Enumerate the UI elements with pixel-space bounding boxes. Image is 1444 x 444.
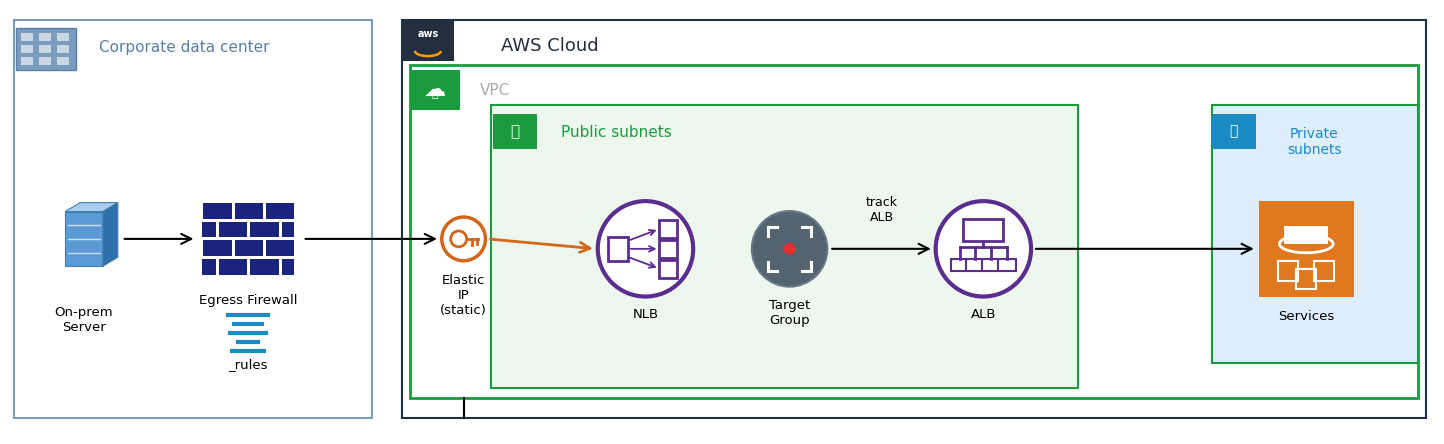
- Text: NLB: NLB: [632, 309, 658, 321]
- Bar: [1212, 114, 1256, 150]
- Bar: [1314, 261, 1334, 281]
- Bar: [660, 240, 677, 258]
- Bar: [250, 222, 279, 238]
- Bar: [16, 28, 77, 70]
- Bar: [218, 222, 247, 238]
- Bar: [202, 259, 215, 275]
- Bar: [401, 19, 453, 61]
- Bar: [282, 222, 295, 238]
- Text: 🔒: 🔒: [432, 89, 438, 99]
- Bar: [58, 57, 69, 65]
- Bar: [266, 202, 295, 218]
- Text: _rules: _rules: [228, 358, 267, 371]
- Bar: [963, 219, 1004, 241]
- Text: Private
subnets: Private subnets: [1287, 127, 1341, 157]
- Circle shape: [784, 243, 796, 255]
- Text: 🔒: 🔒: [511, 124, 520, 139]
- Bar: [39, 57, 51, 65]
- Bar: [410, 65, 1418, 398]
- Text: Target
Group: Target Group: [770, 298, 810, 326]
- Bar: [22, 57, 33, 65]
- Circle shape: [752, 211, 827, 286]
- Bar: [1212, 105, 1418, 363]
- Polygon shape: [65, 202, 118, 211]
- Bar: [950, 259, 969, 271]
- Bar: [401, 20, 1425, 418]
- Polygon shape: [103, 202, 118, 266]
- Text: 🔒: 🔒: [1230, 125, 1238, 139]
- Text: AWS Cloud: AWS Cloud: [501, 37, 599, 55]
- Bar: [966, 259, 985, 271]
- Bar: [234, 240, 263, 256]
- Bar: [998, 259, 1017, 271]
- Text: Egress Firewall: Egress Firewall: [199, 293, 297, 306]
- Bar: [22, 33, 33, 41]
- Bar: [14, 20, 373, 418]
- Text: ALB: ALB: [970, 309, 996, 321]
- Circle shape: [442, 217, 485, 261]
- Bar: [410, 70, 459, 110]
- Text: aws: aws: [417, 29, 439, 39]
- Bar: [266, 240, 295, 256]
- Text: Corporate data center: Corporate data center: [100, 40, 270, 55]
- Bar: [202, 240, 231, 256]
- Bar: [234, 202, 263, 218]
- Text: On-prem
Server: On-prem Server: [55, 306, 113, 334]
- Bar: [660, 220, 677, 238]
- Bar: [282, 259, 295, 275]
- Bar: [491, 105, 1077, 388]
- Bar: [1278, 261, 1298, 281]
- Text: Elastic
IP
(static): Elastic IP (static): [440, 274, 487, 317]
- Bar: [660, 260, 677, 278]
- Bar: [202, 202, 231, 218]
- Bar: [494, 114, 537, 150]
- Bar: [1259, 201, 1354, 297]
- Bar: [608, 237, 628, 261]
- Text: VPC: VPC: [479, 83, 510, 98]
- Bar: [22, 45, 33, 53]
- Bar: [58, 45, 69, 53]
- Text: Services: Services: [1278, 310, 1334, 323]
- Bar: [1297, 269, 1317, 289]
- Text: Public subnets: Public subnets: [562, 125, 671, 139]
- Text: track
ALB: track ALB: [865, 196, 898, 224]
- Bar: [250, 259, 279, 275]
- Bar: [982, 259, 1001, 271]
- Bar: [202, 222, 215, 238]
- Bar: [58, 33, 69, 41]
- Polygon shape: [65, 211, 103, 266]
- Circle shape: [598, 201, 693, 297]
- Bar: [39, 45, 51, 53]
- Bar: [39, 33, 51, 41]
- Circle shape: [936, 201, 1031, 297]
- Bar: [1285, 226, 1328, 244]
- Bar: [218, 259, 247, 275]
- Text: ☁: ☁: [423, 80, 446, 100]
